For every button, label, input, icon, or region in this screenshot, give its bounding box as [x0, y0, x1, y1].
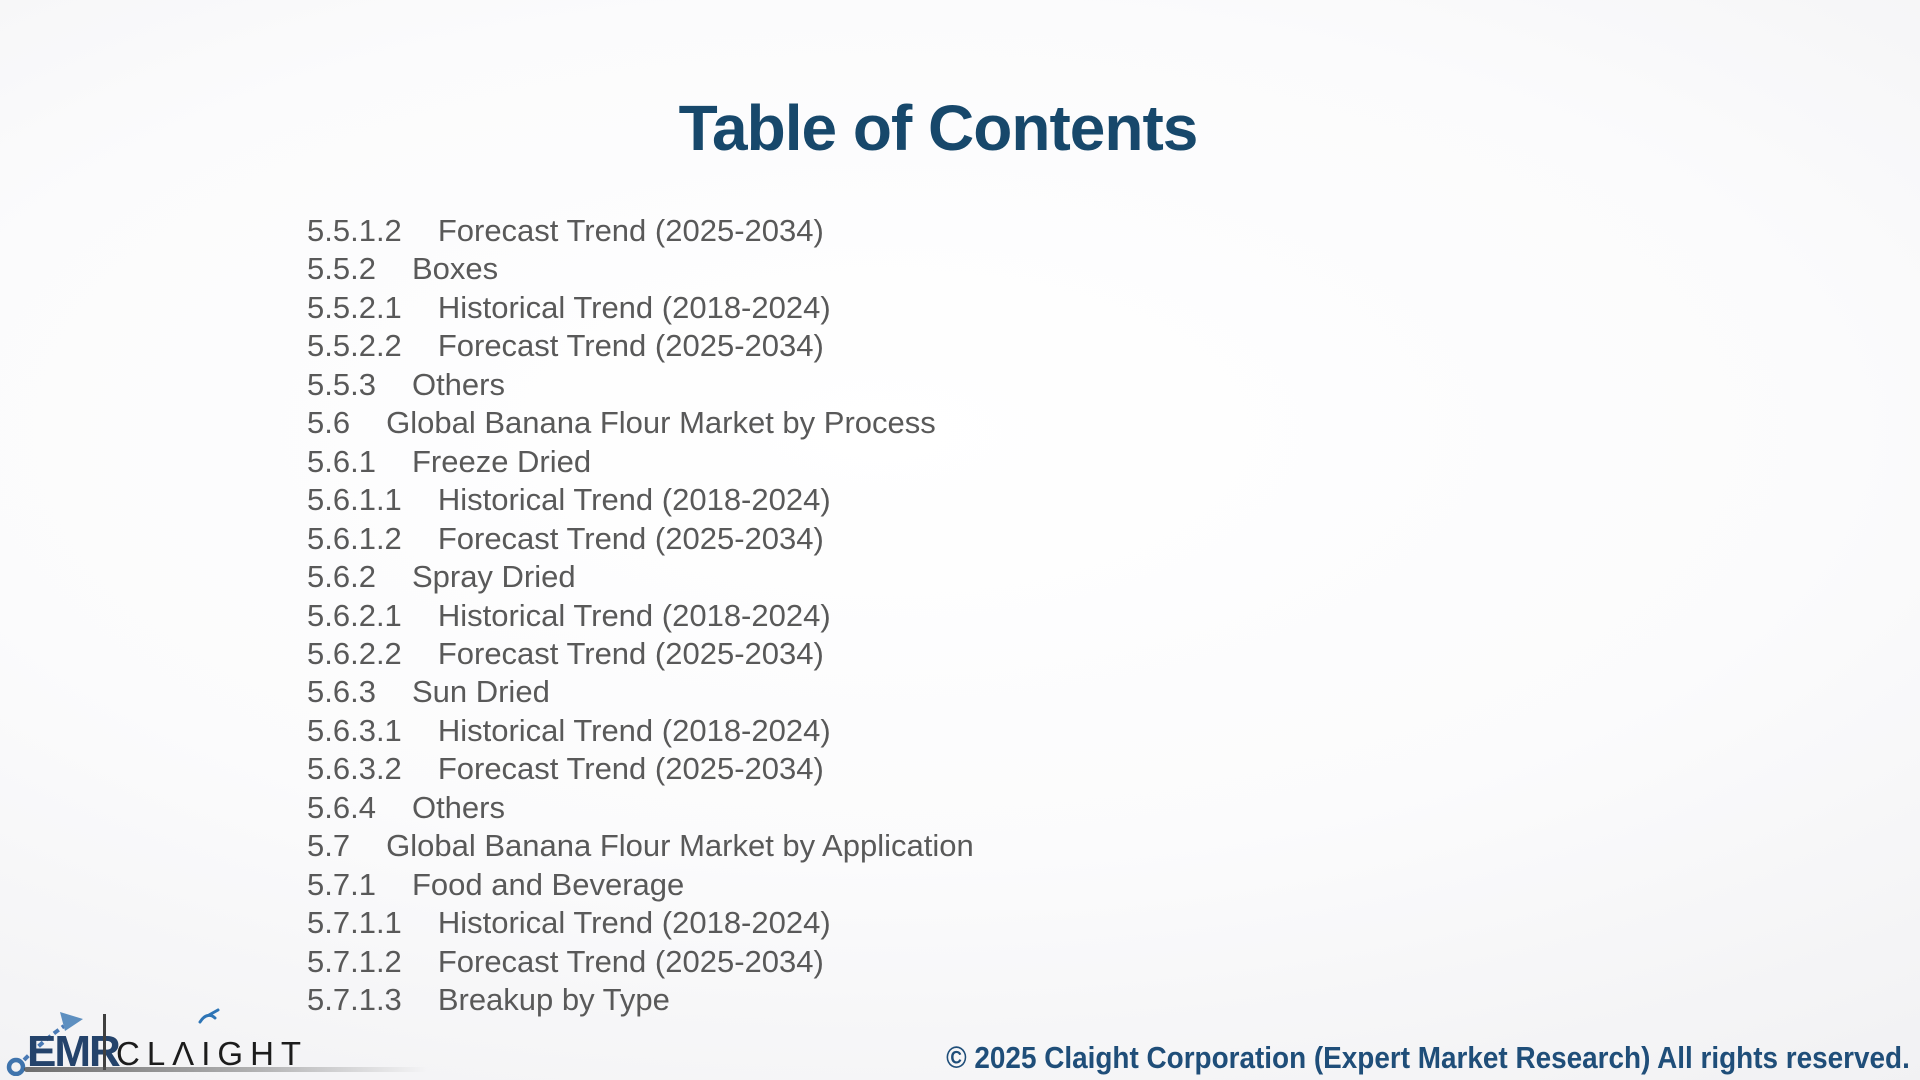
- toc-entry-number: 5.6.1.1: [307, 482, 402, 518]
- toc-entry-number: 5.5.2.1: [307, 289, 402, 325]
- toc-entry-label: Global Banana Flour Market by Applicatio…: [386, 828, 974, 864]
- toc-entry-label: Breakup by Type: [437, 982, 670, 1018]
- toc-entry-label: Forecast Trend (2025-2034): [437, 751, 824, 787]
- toc-entry-label: Forecast Trend (2025-2034): [437, 213, 824, 248]
- toc-entry: 5.7.1 Food and Beverage: [307, 866, 974, 904]
- toc-entry-label: Historical Trend (2018-2024): [437, 289, 831, 325]
- toc-entry: 5.5.2.1 Historical Trend (2018-2024): [307, 289, 974, 327]
- toc-entry: 5.7.1.3 Breakup by Type: [307, 981, 974, 1019]
- bottom-edge-shadow: [24, 1067, 428, 1072]
- toc-entry: 5.5.1.2 Forecast Trend (2025-2034): [307, 212, 974, 250]
- logo-divider: [103, 1014, 106, 1070]
- toc-entry: 5.6 Global Banana Flour Market by Process: [307, 404, 974, 442]
- toc-entry-number: 5.7.1.2: [307, 943, 402, 979]
- toc-entry-number: 5.6.2: [307, 559, 376, 595]
- toc-entry: 5.6.3.1 Historical Trend (2018-2024): [307, 712, 974, 750]
- toc-entry-number: 5.7.1.3: [307, 982, 402, 1018]
- toc-entry-number: 5.5.2.2: [307, 328, 402, 364]
- emr-claight-logo: EMR CLΛIGHT: [6, 1008, 304, 1076]
- toc-entry: 5.5.2 Boxes: [307, 250, 974, 288]
- toc-entry-label: Historical Trend (2018-2024): [437, 712, 831, 748]
- toc-entry-label: Others: [411, 789, 505, 825]
- toc-entry-number: 5.6.2.2: [307, 635, 402, 671]
- toc-entry-label: Sun Dried: [411, 674, 550, 710]
- logo-arrow-icon: [22, 1024, 66, 1062]
- page-title: Table of Contents: [678, 91, 1199, 164]
- toc-entry-number: 5.7.1.1: [307, 905, 402, 941]
- toc-entry: 5.6.1.2 Forecast Trend (2025-2034): [307, 520, 974, 558]
- toc-entry: 5.6.1.1 Historical Trend (2018-2024): [307, 481, 974, 519]
- toc-entry-label: Global Banana Flour Market by Process: [386, 405, 936, 441]
- toc-entry: 5.5.2.2 Forecast Trend (2025-2034): [307, 327, 974, 365]
- logo-claight-text: CLΛIGHT: [116, 1035, 304, 1072]
- toc-entry-label: Historical Trend (2018-2024): [437, 597, 831, 633]
- toc-entry-number: 5.6: [307, 405, 351, 441]
- toc-entry: 5.5.3 Others: [307, 366, 974, 404]
- toc-entry-label: Food and Beverage: [411, 866, 685, 902]
- toc-entry: 5.7 Global Banana Flour Market by Applica…: [307, 827, 974, 865]
- toc-list: 5.5.1.2 Forecast Trend (2025-2034) 5.5.2 B…: [307, 212, 974, 1020]
- logo-arrowhead-icon: [60, 1012, 83, 1031]
- toc-entry-number: 5.5.2: [307, 251, 376, 287]
- toc-entry-number: 5.7: [307, 828, 351, 864]
- toc-entry: 5.6.2.1 Historical Trend (2018-2024): [307, 597, 974, 635]
- toc-entry-label: Forecast Trend (2025-2034): [437, 943, 824, 979]
- toc-entry-number: 5.6.2.1: [307, 597, 402, 633]
- toc-entry-number: 5.5.3: [307, 366, 376, 402]
- toc-entry-number: 5.6.4: [307, 789, 376, 825]
- toc-entry-label: Spray Dried: [411, 559, 576, 595]
- toc-entry-number: 5.5.1.2: [307, 213, 402, 248]
- toc-entry-number: 5.6.3.1: [307, 712, 402, 748]
- toc-entry: 5.7.1.2 Forecast Trend (2025-2034): [307, 943, 974, 981]
- toc-entry-label: Forecast Trend (2025-2034): [437, 520, 824, 556]
- toc-entry-number: 5.6.3.2: [307, 751, 402, 787]
- toc-entry: 5.6.4 Others: [307, 789, 974, 827]
- toc-entry-number: 5.6.1.2: [307, 520, 402, 556]
- logo-ring-icon: [6, 1057, 26, 1076]
- toc-entry: 5.6.3.2 Forecast Trend (2025-2034): [307, 750, 974, 788]
- toc-entry-label: Forecast Trend (2025-2034): [437, 328, 824, 364]
- toc-entry-number: 5.6.3: [307, 674, 376, 710]
- toc-entry-number: 5.6.1: [307, 443, 376, 479]
- toc-entry: 5.6.2.2 Forecast Trend (2025-2034): [307, 635, 974, 673]
- toc-entry-label: Historical Trend (2018-2024): [437, 482, 831, 518]
- toc-entry: 5.6.1 Freeze Dried: [307, 443, 974, 481]
- toc-entry: 5.6.3 Sun Dried: [307, 673, 974, 711]
- copyright-line: © 2025 Claight Corporation (Expert Marke…: [839, 1040, 1910, 1076]
- toc-entry-number: 5.7.1: [307, 866, 376, 902]
- toc-entry-label: Freeze Dried: [411, 443, 592, 479]
- toc-entry-label: Boxes: [411, 251, 499, 287]
- toc-entry-label: Others: [411, 366, 505, 402]
- toc-entry-label: Forecast Trend (2025-2034): [437, 635, 824, 671]
- copyright-text: © 2025 Claight Corporation (Expert Marke…: [946, 1040, 1910, 1075]
- toc-entry: 5.6.2 Spray Dried: [307, 558, 974, 596]
- logo-bird-icon: [198, 1008, 220, 1024]
- toc-entry: 5.7.1.1 Historical Trend (2018-2024): [307, 904, 974, 942]
- toc-entry-label: Historical Trend (2018-2024): [437, 905, 831, 941]
